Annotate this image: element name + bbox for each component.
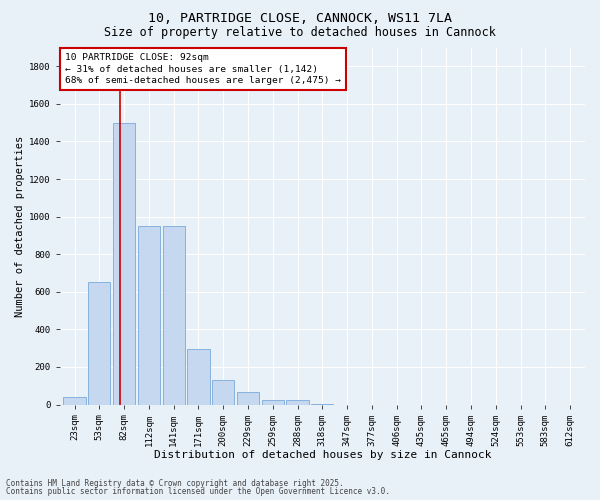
Text: Size of property relative to detached houses in Cannock: Size of property relative to detached ho… — [104, 26, 496, 39]
Bar — [286, 400, 309, 404]
X-axis label: Distribution of detached houses by size in Cannock: Distribution of detached houses by size … — [154, 450, 491, 460]
Bar — [262, 400, 284, 404]
Text: 10, PARTRIDGE CLOSE, CANNOCK, WS11 7LA: 10, PARTRIDGE CLOSE, CANNOCK, WS11 7LA — [148, 12, 452, 26]
Bar — [187, 349, 209, 405]
Y-axis label: Number of detached properties: Number of detached properties — [15, 136, 25, 316]
Bar — [138, 226, 160, 404]
Bar — [163, 226, 185, 404]
Text: Contains HM Land Registry data © Crown copyright and database right 2025.: Contains HM Land Registry data © Crown c… — [6, 478, 344, 488]
Bar — [113, 122, 135, 404]
Bar — [212, 380, 235, 404]
Bar — [64, 397, 86, 404]
Text: 10 PARTRIDGE CLOSE: 92sqm
← 31% of detached houses are smaller (1,142)
68% of se: 10 PARTRIDGE CLOSE: 92sqm ← 31% of detac… — [65, 53, 341, 86]
Bar — [237, 392, 259, 404]
Bar — [88, 282, 110, 405]
Text: Contains public sector information licensed under the Open Government Licence v3: Contains public sector information licen… — [6, 487, 390, 496]
